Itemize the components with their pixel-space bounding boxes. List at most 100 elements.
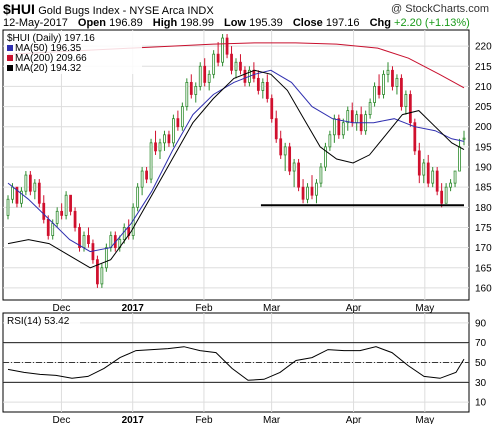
candle-body bbox=[449, 182, 452, 188]
low-value: 195.39 bbox=[249, 17, 283, 29]
candle-body bbox=[301, 186, 305, 200]
candle-body bbox=[243, 69, 247, 83]
candle-body bbox=[310, 186, 314, 196]
candle-body bbox=[261, 81, 265, 91]
candle-body bbox=[297, 162, 300, 188]
candle-body bbox=[60, 210, 64, 216]
candle-body bbox=[158, 142, 162, 152]
candle-body bbox=[355, 114, 359, 124]
candle-body bbox=[64, 194, 68, 216]
rsi-x-tick: Feb bbox=[195, 415, 213, 424]
candle-body bbox=[373, 86, 376, 103]
candle-body bbox=[176, 118, 180, 128]
candle-body bbox=[46, 219, 50, 236]
candle-body bbox=[337, 118, 341, 136]
price-x-axis: Dec 2017 Feb Mar Apr May bbox=[53, 303, 435, 314]
candle-body bbox=[324, 146, 327, 168]
candle-body bbox=[42, 202, 46, 220]
candle-body bbox=[82, 235, 86, 249]
candle-body bbox=[404, 94, 408, 107]
candle-body bbox=[96, 259, 99, 285]
chg-value: +2.20 (+1.13%) bbox=[394, 17, 470, 29]
candle-body bbox=[431, 170, 435, 184]
rsi-grid bbox=[3, 313, 469, 412]
rsi-x-tick: May bbox=[415, 415, 434, 424]
candle-body bbox=[203, 65, 207, 83]
candle-body bbox=[444, 186, 448, 204]
price-y-tick: 175 bbox=[475, 223, 492, 234]
candle-body bbox=[163, 134, 166, 144]
legend-ma50: MA(50) 196.35 bbox=[15, 43, 82, 54]
rsi-x-axis: Dec 2017 Feb Mar Apr May bbox=[53, 415, 435, 424]
candle-body bbox=[78, 227, 81, 249]
price-legend: $HUI (Daily) 197.16 MA(50) 196.35 MA(200… bbox=[4, 31, 142, 74]
quote-date: 12-May-2017 bbox=[3, 17, 68, 29]
candle-body bbox=[20, 190, 23, 204]
candle-body bbox=[33, 182, 37, 192]
candle-body bbox=[37, 182, 41, 204]
candle-body bbox=[154, 142, 157, 152]
candle-body bbox=[122, 227, 126, 240]
candle-body bbox=[426, 162, 430, 184]
chg-label: Chg bbox=[369, 17, 391, 29]
low-label: Low bbox=[224, 17, 247, 29]
price-y-tick: 180 bbox=[475, 203, 492, 214]
candle-body bbox=[279, 138, 283, 156]
legend-background bbox=[4, 31, 142, 74]
candle-body bbox=[104, 247, 108, 269]
candle-body bbox=[172, 118, 175, 144]
price-x-tick: May bbox=[415, 303, 434, 314]
candle-body bbox=[458, 146, 461, 172]
rsi-y-tick: 50 bbox=[475, 358, 487, 369]
high-label: High bbox=[152, 17, 178, 29]
candle-body bbox=[216, 53, 220, 63]
ma200-swatch bbox=[7, 55, 13, 61]
price-y-tick: 165 bbox=[475, 263, 492, 274]
close-label: Close bbox=[292, 17, 323, 29]
title-line: $HUI Gold Bugs Index - NYSE Arca INDX bbox=[3, 1, 214, 17]
price-y-tick: 220 bbox=[475, 42, 492, 53]
rsi-line bbox=[7, 346, 465, 381]
candle-body bbox=[368, 102, 372, 116]
close-value: 197.16 bbox=[325, 17, 360, 29]
candle-body bbox=[189, 81, 193, 95]
ma50-swatch bbox=[7, 45, 13, 51]
candle-body bbox=[136, 186, 140, 208]
candle-body bbox=[292, 162, 296, 172]
candle-body bbox=[288, 146, 292, 172]
candle-body bbox=[87, 235, 90, 244]
candle-body bbox=[145, 170, 148, 180]
candle-body bbox=[230, 53, 233, 71]
symbol: $HUI bbox=[3, 1, 35, 17]
candle-body bbox=[212, 53, 216, 75]
rsi-legend-background bbox=[4, 314, 80, 326]
candle-body bbox=[28, 174, 32, 192]
candle-body bbox=[408, 94, 412, 124]
candle-body bbox=[225, 37, 229, 55]
legend-ma20: MA(20) 194.32 bbox=[15, 63, 82, 74]
candle-body bbox=[435, 170, 439, 192]
price-y-tick: 190 bbox=[475, 163, 492, 174]
candle-body bbox=[239, 61, 242, 71]
candle-body bbox=[453, 170, 457, 184]
candle-body bbox=[109, 235, 113, 249]
open-value: 196.89 bbox=[109, 17, 143, 29]
price-x-tick: 2017 bbox=[122, 303, 145, 314]
rsi-y-axis: 10 30 50 70 90 bbox=[475, 318, 487, 408]
candle-body bbox=[377, 86, 381, 95]
candle-body bbox=[234, 61, 238, 71]
price-y-tick: 200 bbox=[475, 122, 492, 133]
candle-body bbox=[256, 77, 260, 91]
candle-body bbox=[265, 81, 269, 99]
price-y-tick: 160 bbox=[475, 283, 492, 294]
candle-body bbox=[274, 118, 278, 140]
rsi-y-tick: 90 bbox=[475, 318, 487, 329]
candle-body bbox=[462, 137, 466, 140]
candle-body bbox=[185, 81, 189, 107]
high-value: 198.99 bbox=[180, 17, 214, 29]
candle-body bbox=[180, 106, 184, 128]
price-panel-frame bbox=[2, 29, 470, 301]
price-x-tick: Mar bbox=[263, 303, 281, 314]
candle-body bbox=[386, 69, 390, 75]
candle-body bbox=[306, 186, 309, 200]
